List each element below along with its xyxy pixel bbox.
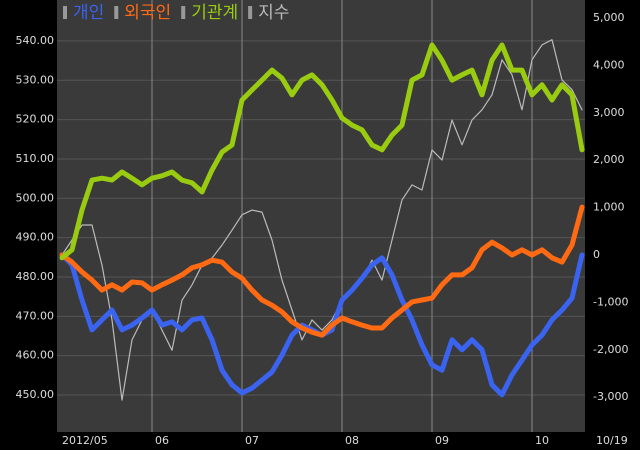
legend-marker <box>181 6 186 19</box>
y2-tick-label: 3,000 <box>593 106 625 119</box>
legend-marker <box>248 6 253 19</box>
legend-label: 지수 <box>258 3 289 23</box>
y-tick-label: 520.00 <box>16 113 55 126</box>
series-line <box>59 204 585 338</box>
y2-tick-label: 0 <box>593 248 600 261</box>
plot-area <box>57 0 585 432</box>
series-line <box>59 42 585 261</box>
legend-marker <box>63 6 67 19</box>
y-tick-label: 530.00 <box>16 73 55 86</box>
x-tick-label: 07 <box>245 434 259 447</box>
x-tick-label: 06 <box>155 434 169 447</box>
y2-tick-label: 4,000 <box>593 58 625 71</box>
x-tick-label: 2012/05 <box>62 434 108 447</box>
y2-tick-label: 5,000 <box>593 11 625 24</box>
y2-tick-label: 2,000 <box>593 153 625 166</box>
y-tick-label: 480.00 <box>16 270 55 283</box>
y-tick-label: 450.00 <box>16 388 55 401</box>
y-tick-label: 500.00 <box>16 191 55 204</box>
x-tick-label: 10/19 <box>596 434 628 447</box>
y-tick-label: 470.00 <box>16 309 55 322</box>
y-tick-label: 460.00 <box>16 349 55 362</box>
y-tick-label: 540.00 <box>16 34 55 47</box>
legend-marker <box>114 6 119 19</box>
y-tick-label: 490.00 <box>16 231 55 244</box>
y-tick-label: 510.00 <box>16 152 55 165</box>
x-tick-label: 09 <box>435 434 449 447</box>
legend-label: 기관계 <box>191 3 238 23</box>
y2-tick-label: -3,000 <box>593 390 628 403</box>
y2-tick-label: -1,000 <box>593 295 628 308</box>
x-tick-label: 10 <box>535 434 549 447</box>
x-tick-label: 08 <box>345 434 359 447</box>
legend-label: 외국인 <box>124 3 171 23</box>
legend-label: 개인 <box>73 3 104 23</box>
y2-tick-label: 1,000 <box>593 201 625 214</box>
y2-tick-label: -2,000 <box>593 343 628 356</box>
